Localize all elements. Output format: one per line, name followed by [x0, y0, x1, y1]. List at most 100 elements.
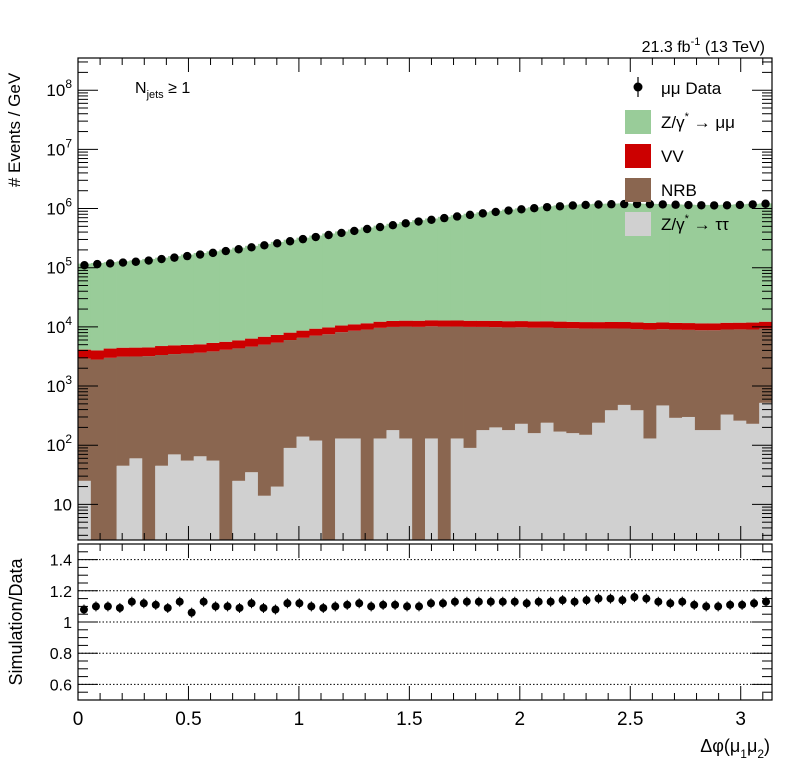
bar-ztt [206, 460, 220, 540]
bar-nrb [103, 357, 117, 540]
data-point [311, 232, 320, 242]
bar-zmm [360, 227, 374, 324]
bar-ztt [167, 454, 182, 540]
bar-nrb [116, 356, 130, 466]
ratio-point [187, 608, 196, 617]
data-point [452, 212, 462, 221]
bar-ztt [579, 434, 593, 540]
bar-ztt [656, 405, 670, 540]
bar-vv [669, 322, 683, 330]
bar-nrb [412, 326, 426, 540]
bar-nrb [476, 326, 490, 431]
bar-zmm [232, 247, 246, 341]
data-point [530, 204, 539, 213]
bar-ztt [759, 402, 773, 540]
bar-zmm [219, 249, 233, 342]
ratio-point [175, 597, 184, 606]
ratio-point [702, 602, 711, 611]
bar-vv [643, 322, 657, 330]
data-point [247, 243, 256, 252]
bar-zmm [309, 235, 323, 329]
data-point [273, 239, 282, 248]
bar-zmm [476, 212, 490, 321]
bar-nrb [579, 328, 593, 435]
bar-nrb [270, 342, 285, 487]
bar-vv [103, 348, 117, 358]
main-y-axis: 10 102 103 104 105 106 107 108 [46, 58, 772, 540]
legend-label-zmm: Z/γ* → μμ [661, 111, 735, 132]
ratio-point [534, 597, 543, 606]
data-point [118, 258, 128, 267]
ratio-point [403, 602, 412, 611]
ratio-point [295, 599, 304, 608]
ratio-point [486, 597, 495, 606]
ratio-point [211, 602, 220, 611]
bar-vv [437, 320, 452, 327]
ratio-point [678, 597, 687, 606]
data-point [761, 199, 770, 208]
bar-nrb [720, 329, 734, 415]
bar-nrb [78, 358, 92, 481]
bar-vv [206, 342, 220, 352]
bar-nrb [142, 356, 156, 540]
bar-zmm [142, 258, 156, 348]
data-point [234, 245, 243, 254]
ratio-y-tick-label: 1 [63, 615, 72, 632]
bar-nrb [296, 337, 310, 437]
y-tick-label: 10 [53, 495, 72, 514]
bar-ztt [180, 460, 195, 540]
bar-zmm [90, 263, 105, 351]
ratio-point [367, 602, 376, 611]
ratio-x-axis: 0 0.5 1 1.5 2 2.5 3 [73, 544, 764, 730]
ratio-point [115, 603, 124, 612]
data-point [722, 201, 732, 210]
bar-vv [283, 332, 297, 341]
bar-ztt [129, 458, 143, 540]
bar-vv [502, 321, 516, 328]
bar-nrb [283, 340, 297, 448]
bar-ztt [720, 414, 734, 540]
bar-nrb [193, 352, 207, 457]
bar-nrb [167, 354, 182, 455]
bar-ztt [643, 438, 657, 540]
bar-vv [694, 323, 709, 331]
bar-nrb [656, 329, 670, 406]
legend-marker-data [633, 82, 643, 92]
bar-zmm [412, 220, 426, 321]
bar-vv [592, 322, 606, 329]
ratio-point [522, 599, 531, 608]
bar-zmm [733, 204, 747, 323]
y-tick-label: 106 [46, 196, 72, 219]
bar-nrb [527, 327, 542, 434]
bar-vv [193, 344, 207, 353]
data-point [581, 200, 590, 210]
ratio-point [259, 603, 268, 612]
legend-label-data: μμ Data [661, 79, 722, 98]
luminosity-label: 21.3 fb-1 (13 TeV) [642, 36, 765, 56]
legend-swatch-ztt [625, 212, 651, 236]
bar-zmm [386, 223, 400, 321]
ratio-point [79, 605, 88, 614]
main-histogram-bars [78, 203, 773, 540]
bar-zmm [720, 204, 734, 323]
bar-ztt [296, 436, 310, 540]
bar-ztt [566, 433, 580, 540]
bar-ztt [540, 422, 554, 540]
bar-zmm [193, 253, 207, 345]
bar-zmm [682, 204, 696, 324]
ratio-point [307, 602, 316, 611]
bar-nrb [257, 344, 272, 496]
bar-nrb [463, 326, 477, 448]
ratio-point [666, 599, 675, 608]
data-point [491, 207, 500, 217]
ratio-point [654, 597, 663, 606]
data-point [709, 201, 719, 210]
bar-nrb [733, 329, 747, 421]
ratio-y-tick-label: 0.6 [50, 677, 72, 694]
data-point [658, 200, 667, 209]
bar-nrb [360, 329, 374, 540]
bar-vv [129, 347, 143, 357]
bar-vv [759, 321, 773, 329]
bar-vv [540, 321, 554, 328]
bar-nrb [746, 329, 760, 424]
